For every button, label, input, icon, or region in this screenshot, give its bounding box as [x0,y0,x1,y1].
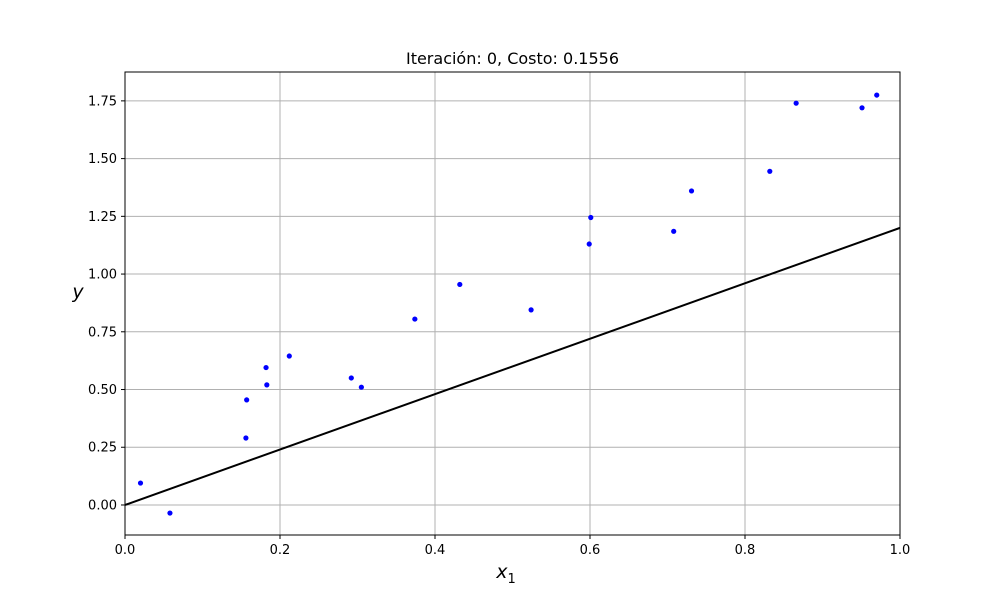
x-tick-label: 0.8 [735,543,756,558]
data-points [137,92,880,516]
x-tick-label: 0.4 [425,543,446,558]
y-axis-ticks: 0.00 0.25 0.50 0.75 1.00 1.25 1.50 1.75 [88,94,125,513]
data-point [586,241,592,247]
x-tick-label: 1.0 [890,543,911,558]
x-tick-label: 0.2 [270,543,291,558]
y-tick-label: 0.50 [88,383,117,398]
data-point [167,510,173,516]
data-point [588,214,594,221]
data-point [348,375,354,381]
data-point [874,92,880,98]
y-tick-label: 1.75 [88,94,117,109]
x-axis-ticks: 0.0 0.2 0.4 0.6 0.8 1.0 [115,535,911,558]
fit-line [124,226,901,506]
data-point [358,384,364,390]
data-point [457,281,463,288]
fit-line-layer [124,226,901,506]
data-point [688,188,695,194]
x-axis-label-subscript: 1 [507,572,515,587]
data-point [528,307,534,313]
y-tick-label: 1.00 [88,268,117,283]
data-point [244,397,250,403]
data-point [243,435,249,441]
data-point [264,382,270,388]
y-tick-label: 0.25 [88,441,117,456]
data-point [767,168,773,174]
y-tick-label: 1.25 [88,210,117,225]
y-tick-label: 0.00 [88,498,117,513]
data-point [137,480,144,486]
data-point [412,316,418,322]
plot-frame [124,71,901,536]
x-tick-label: 0.6 [580,543,601,558]
x-axis-label: x1 [495,561,516,587]
data-point [671,228,677,234]
data-point [286,353,292,359]
data-point [859,105,865,111]
x-tick-label: 0.0 [115,543,136,558]
y-axis-label: y [71,281,84,303]
y-tick-label: 0.75 [88,325,117,340]
y-tick-label: 1.50 [88,152,117,167]
chart-title: Iteración: 0, Costo: 0.1556 [406,49,619,68]
x-axis-label-main: x [495,561,508,583]
data-point [263,364,269,371]
data-point [793,100,799,106]
